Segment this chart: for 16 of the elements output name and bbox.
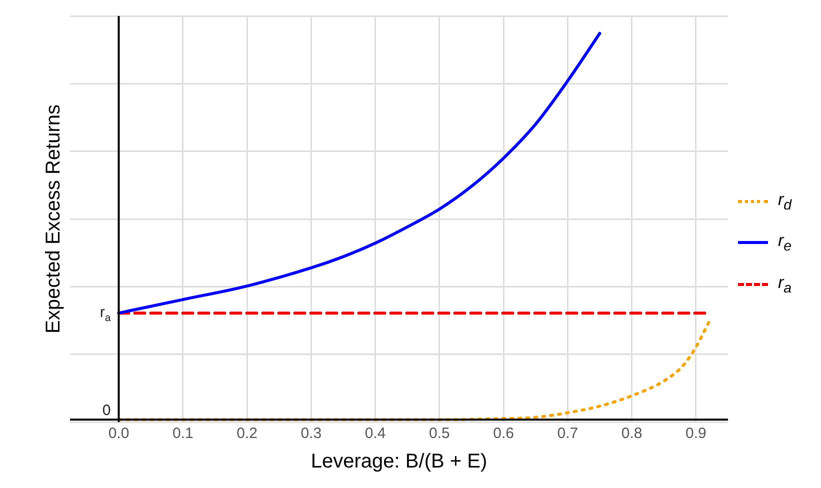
x-tick-label: 0.1	[172, 425, 194, 442]
x-tick-label: 0.7	[557, 425, 578, 442]
legend-label: r$_{a}$	[778, 272, 792, 296]
legend-label: r$_{e}$	[778, 231, 792, 255]
x-tick-label: 0.0	[108, 425, 130, 442]
x-tick-label: 0.8	[621, 425, 642, 442]
x-tick-label: 0.3	[300, 425, 322, 442]
x-tick-label: 0.5	[428, 425, 450, 442]
x-tick-label: 0.6	[493, 425, 514, 442]
x-tick-label: 0.4	[364, 425, 386, 442]
x-tick-label: 0.9	[686, 425, 706, 442]
y-axis-title: Expected Excess Returns	[42, 104, 65, 334]
legend-label: r$_{d}$	[778, 190, 792, 214]
annotation: 0	[102, 402, 111, 419]
x-tick-label: 0.2	[236, 425, 258, 442]
x-axis-title: Leverage: B/(B + E)	[310, 450, 488, 473]
